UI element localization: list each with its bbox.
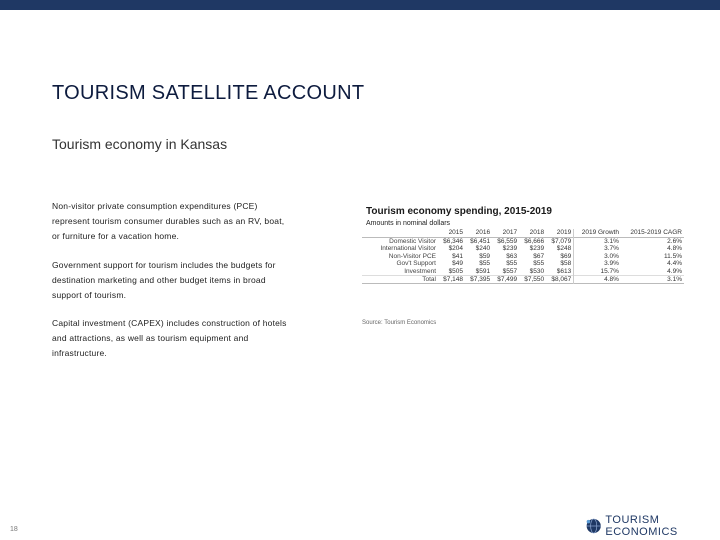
table-cell: 4.8% xyxy=(667,245,682,253)
table-cell: $55 xyxy=(533,260,545,268)
table-cell: 3.7% xyxy=(573,245,621,253)
table-cell: $239 xyxy=(529,245,545,253)
table-cell: $69 xyxy=(560,252,572,260)
table-row: Domestic Visitor $6,346 $6,451 $6,559 $6… xyxy=(362,237,684,246)
row-label: Domestic Visitor xyxy=(389,238,436,245)
table-cell: 3.9% xyxy=(573,260,621,268)
table-row-total: Total $7,148 $7,395 $7,499 $7,550 $8,067… xyxy=(362,275,684,284)
row-label: International Visitor xyxy=(380,245,436,253)
globe-icon xyxy=(586,518,601,534)
table-cell: $240 xyxy=(475,245,491,253)
table-cell: 3.1% xyxy=(620,275,684,284)
table-row: Gov't Support $49 $55 $55 $55 $58 3.9% 4… xyxy=(362,260,684,268)
table-cell: $41 xyxy=(452,252,464,260)
spending-table: 2015 2016 2017 2018 2019 2019 Growth 201… xyxy=(362,229,684,284)
table-cell: $591 xyxy=(475,267,491,275)
header-2019: 2019 xyxy=(556,229,572,236)
table-cell: $59 xyxy=(479,252,491,260)
header-2018: 2018 xyxy=(529,229,545,236)
table-cell: 2.6% xyxy=(667,238,682,245)
logo-text: TOURISM ECONOMICS xyxy=(605,514,678,538)
table-cell: $204 xyxy=(448,245,464,253)
table-source: Source: Tourism Economics xyxy=(362,320,437,326)
table-cell: $505 xyxy=(448,267,464,275)
top-bar xyxy=(0,0,720,10)
table-cell: $557 xyxy=(502,267,518,275)
header-growth: 2019 Growth xyxy=(573,229,621,238)
table-cell: $7,395 xyxy=(465,275,493,284)
table-cell: $7,550 xyxy=(519,275,547,284)
slide-subtitle: Tourism economy in Kansas xyxy=(52,136,228,152)
header-2017: 2017 xyxy=(502,229,518,236)
table-subtitle: Amounts in nominal dollars xyxy=(366,220,451,227)
table-cell: $7,079 xyxy=(551,238,572,245)
table-cell: $6,346 xyxy=(443,238,464,245)
table-cell: $8,067 xyxy=(546,275,574,284)
table-cell: $248 xyxy=(556,245,572,253)
table-cell: 15.7% xyxy=(573,267,621,276)
table-row: Investment $505 $591 $557 $530 $613 15.7… xyxy=(362,267,684,276)
table-cell: $6,666 xyxy=(524,238,545,245)
table-row: International Visitor $204 $240 $239 $23… xyxy=(362,245,684,253)
paragraph-capex: Capital investment (CAPEX) includes cons… xyxy=(52,318,287,358)
row-label: Total xyxy=(362,275,438,284)
table-cell: 11.5% xyxy=(664,252,682,260)
tourism-economics-logo: TOURISM ECONOMICS xyxy=(584,514,720,538)
table-cell: $55 xyxy=(506,260,518,268)
table-cell: 3.0% xyxy=(573,252,621,261)
table-cell: $7,148 xyxy=(438,275,466,284)
paragraph-pce: Non-visitor private consumption expendit… xyxy=(52,201,285,241)
header-label-col xyxy=(362,229,438,238)
row-label: Gov't Support xyxy=(396,260,436,268)
table-cell: 3.1% xyxy=(573,237,621,246)
table-title: Tourism economy spending, 2015-2019 xyxy=(366,206,552,217)
header-2015: 2015 xyxy=(448,229,464,236)
row-label: Investment xyxy=(404,267,436,275)
header-2016: 2016 xyxy=(475,229,491,236)
table-cell: 4.8% xyxy=(573,275,621,284)
table-cell: $6,451 xyxy=(470,238,491,245)
table-cell: 4.9% xyxy=(667,267,682,275)
table-cell: 4.4% xyxy=(667,260,682,268)
table-cell: $6,559 xyxy=(497,238,518,245)
table-cell: $67 xyxy=(533,252,545,260)
table-header-row: 2015 2016 2017 2018 2019 2019 Growth 201… xyxy=(362,229,684,238)
table-cell: $55 xyxy=(479,260,491,268)
table-cell: $613 xyxy=(556,267,572,275)
table-cell: $58 xyxy=(560,260,572,268)
table-cell: $49 xyxy=(452,260,464,268)
table-cell: $63 xyxy=(506,252,518,260)
header-cagr: 2015-2019 CAGR xyxy=(630,229,682,236)
table-cell: $7,499 xyxy=(492,275,520,284)
paragraph-government: Government support for tourism includes … xyxy=(52,260,276,300)
table-cell: $239 xyxy=(502,245,518,253)
page-number: 18 xyxy=(10,526,18,533)
table-row: Non-Visitor PCE $41 $59 $63 $67 $69 3.0%… xyxy=(362,252,684,261)
table-cell: $530 xyxy=(529,267,545,275)
row-label: Non-Visitor PCE xyxy=(388,252,436,260)
slide-title: TOURISM SATELLITE ACCOUNT xyxy=(52,82,365,104)
